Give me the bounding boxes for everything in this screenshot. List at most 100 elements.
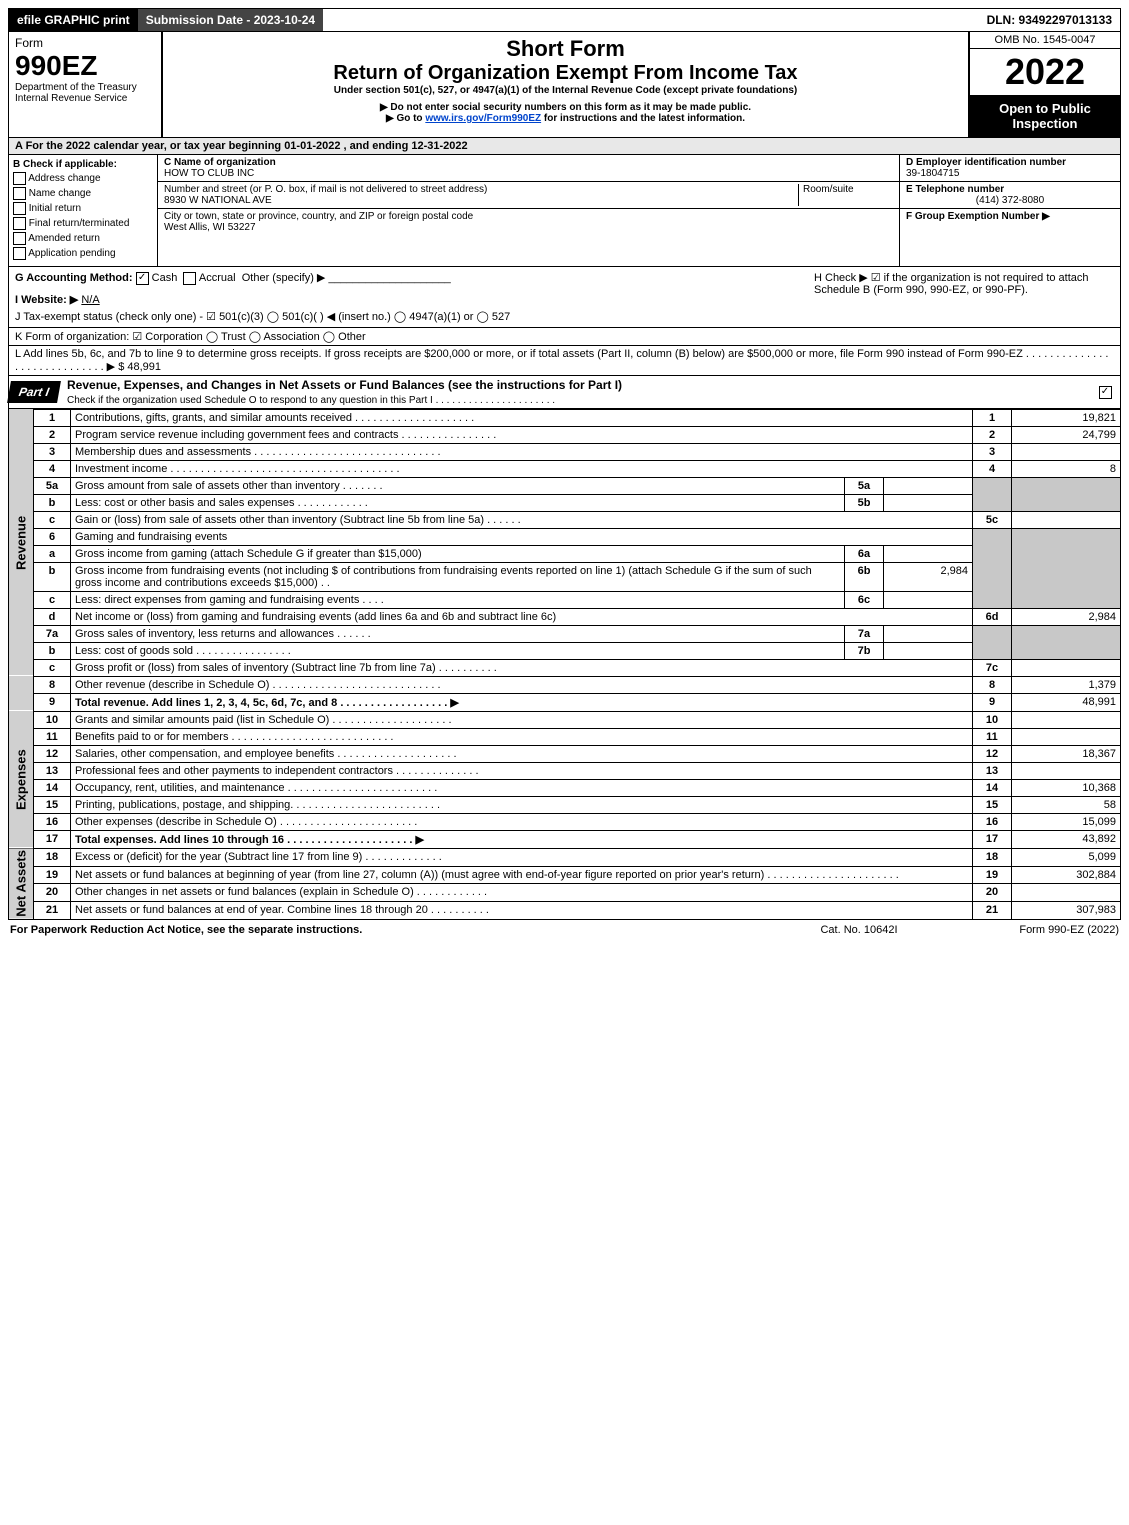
form-word: Form bbox=[15, 36, 155, 50]
l10-amt bbox=[1012, 711, 1121, 728]
b-title: B Check if applicable: bbox=[13, 159, 117, 170]
l7b-no: b bbox=[34, 642, 71, 659]
goto-prefix: ▶ Go to bbox=[386, 113, 425, 124]
b-amended[interactable]: Amended return bbox=[13, 232, 153, 245]
g-cash-check[interactable] bbox=[136, 272, 149, 285]
under-section: Under section 501(c), 527, or 4947(a)(1)… bbox=[169, 85, 962, 96]
return-title: Return of Organization Exempt From Incom… bbox=[169, 62, 962, 85]
e-block: E Telephone number (414) 372-8080 bbox=[900, 182, 1120, 209]
part1-check[interactable] bbox=[1090, 384, 1120, 398]
l1-desc: Contributions, gifts, grants, and simila… bbox=[71, 409, 973, 426]
l5b-no: b bbox=[34, 494, 71, 511]
l2-box: 2 bbox=[973, 426, 1012, 443]
b-opt1-label: Address change bbox=[28, 173, 100, 184]
l20-box: 20 bbox=[973, 884, 1012, 902]
part1-title-text: Revenue, Expenses, and Changes in Net As… bbox=[67, 378, 622, 392]
l3-desc: Membership dues and assessments . . . . … bbox=[71, 443, 973, 460]
c-street-label: Number and street (or P. O. box, if mail… bbox=[164, 184, 487, 195]
lines-table: Revenue 1 Contributions, gifts, grants, … bbox=[8, 409, 1121, 921]
l6b-subamt: 2,984 bbox=[884, 562, 973, 591]
revenue-tab: Revenue bbox=[9, 409, 34, 676]
dln-label: DLN: 93492297013133 bbox=[979, 9, 1120, 31]
l14-desc: Occupancy, rent, utilities, and maintena… bbox=[71, 779, 973, 796]
l8-desc: Other revenue (describe in Schedule O) .… bbox=[71, 676, 973, 693]
l17-box: 17 bbox=[973, 830, 1012, 848]
l4-desc: Investment income . . . . . . . . . . . … bbox=[71, 460, 973, 477]
b-name-change[interactable]: Name change bbox=[13, 187, 153, 200]
l21-amt: 307,983 bbox=[1012, 902, 1121, 920]
c-name-label: C Name of organization bbox=[164, 157, 276, 168]
irs-link[interactable]: www.irs.gov/Form990EZ bbox=[425, 113, 541, 124]
goto-line: ▶ Go to www.irs.gov/Form990EZ for instru… bbox=[169, 113, 962, 124]
efile-label: efile GRAPHIC print bbox=[9, 9, 138, 31]
l5a-desc: Gross amount from sale of assets other t… bbox=[71, 477, 845, 494]
l5b-sub: 5b bbox=[845, 494, 884, 511]
l8-amt: 1,379 bbox=[1012, 676, 1121, 693]
l7c-amt bbox=[1012, 659, 1121, 676]
l6a-desc: Gross income from gaming (attach Schedul… bbox=[71, 545, 845, 562]
part1-tab: Part I bbox=[7, 381, 61, 403]
g-label: G Accounting Method: bbox=[15, 272, 133, 284]
goto-suffix: for instructions and the latest informat… bbox=[541, 113, 745, 124]
l5c-amt bbox=[1012, 511, 1121, 528]
c-name-block: C Name of organization HOW TO CLUB INC bbox=[158, 155, 899, 182]
l21-box: 21 bbox=[973, 902, 1012, 920]
b-opt3-label: Initial return bbox=[29, 203, 81, 214]
l7a-subamt bbox=[884, 625, 973, 642]
l5ab-shade2 bbox=[1012, 477, 1121, 511]
col-b: B Check if applicable: Address change Na… bbox=[9, 155, 158, 266]
d-block: D Employer identification number 39-1804… bbox=[900, 155, 1120, 182]
l13-no: 13 bbox=[34, 762, 71, 779]
l19-box: 19 bbox=[973, 866, 1012, 884]
l6-shade bbox=[973, 528, 1012, 608]
l7b-sub: 7b bbox=[845, 642, 884, 659]
g-other: Other (specify) ▶ bbox=[242, 272, 326, 284]
part1-title: Revenue, Expenses, and Changes in Net As… bbox=[59, 376, 1090, 408]
l10-no: 10 bbox=[34, 711, 71, 728]
ghij-left: G Accounting Method: Cash Accrual Other … bbox=[15, 271, 814, 323]
l14-amt: 10,368 bbox=[1012, 779, 1121, 796]
l6-desc: Gaming and fundraising events bbox=[71, 528, 973, 545]
l13-amt bbox=[1012, 762, 1121, 779]
l12-desc: Salaries, other compensation, and employ… bbox=[71, 745, 973, 762]
l6d-desc: Net income or (loss) from gaming and fun… bbox=[71, 608, 973, 625]
b-initial[interactable]: Initial return bbox=[13, 202, 153, 215]
l11-box: 11 bbox=[973, 728, 1012, 745]
l3-amt bbox=[1012, 443, 1121, 460]
footer-left: For Paperwork Reduction Act Notice, see … bbox=[10, 924, 779, 936]
g-line: G Accounting Method: Cash Accrual Other … bbox=[15, 271, 814, 285]
b-pending[interactable]: Application pending bbox=[13, 247, 153, 260]
l5c-desc: Gain or (loss) from sale of assets other… bbox=[71, 511, 973, 528]
b-final[interactable]: Final return/terminated bbox=[13, 217, 153, 230]
revenue-tab-cont bbox=[9, 676, 34, 711]
g-accrual-check[interactable] bbox=[183, 272, 196, 285]
l15-box: 15 bbox=[973, 796, 1012, 813]
l6c-sub: 6c bbox=[845, 591, 884, 608]
row-a: A For the 2022 calendar year, or tax yea… bbox=[8, 138, 1121, 155]
d-value: 39-1804715 bbox=[906, 168, 959, 179]
l16-box: 16 bbox=[973, 813, 1012, 830]
b-opt6-label: Application pending bbox=[28, 248, 115, 259]
b-opt5-label: Amended return bbox=[28, 233, 100, 244]
l6b-desc: Gross income from fundraising events (no… bbox=[71, 562, 845, 591]
l10-box: 10 bbox=[973, 711, 1012, 728]
l19-no: 19 bbox=[34, 866, 71, 884]
l1-no: 1 bbox=[34, 409, 71, 426]
short-form-title: Short Form bbox=[169, 36, 962, 62]
l15-amt: 58 bbox=[1012, 796, 1121, 813]
l6a-no: a bbox=[34, 545, 71, 562]
section-bcdef: B Check if applicable: Address change Na… bbox=[8, 155, 1121, 267]
e-label: E Telephone number bbox=[906, 184, 1004, 195]
l21-no: 21 bbox=[34, 902, 71, 920]
l5c-box: 5c bbox=[973, 511, 1012, 528]
l18-no: 18 bbox=[34, 848, 71, 866]
e-value: (414) 372-8080 bbox=[906, 195, 1114, 206]
l7b-desc: Less: cost of goods sold . . . . . . . .… bbox=[71, 642, 845, 659]
omb-number: OMB No. 1545-0047 bbox=[970, 32, 1120, 49]
l13-box: 13 bbox=[973, 762, 1012, 779]
l12-box: 12 bbox=[973, 745, 1012, 762]
b-addr-change[interactable]: Address change bbox=[13, 172, 153, 185]
l20-amt bbox=[1012, 884, 1121, 902]
l5c-no: c bbox=[34, 511, 71, 528]
col-c: C Name of organization HOW TO CLUB INC N… bbox=[158, 155, 899, 266]
